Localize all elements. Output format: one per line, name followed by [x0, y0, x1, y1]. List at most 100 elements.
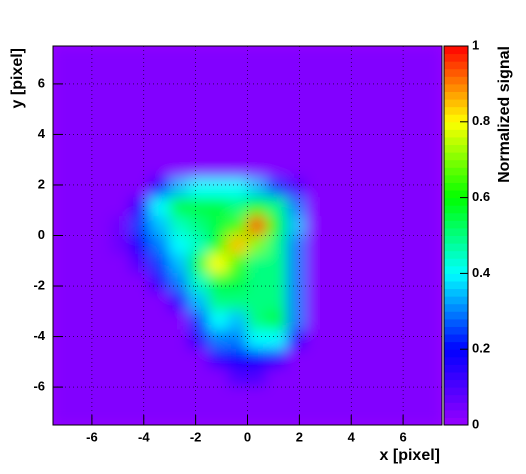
- heatmap-cell: [149, 367, 171, 388]
- heatmap-cell: [324, 235, 346, 255]
- x-tick-label: 2: [296, 429, 303, 444]
- heatmap-cell: [149, 46, 171, 66]
- heatmap-cell: [130, 64, 151, 85]
- x-tick-label: -2: [190, 429, 202, 444]
- heatmap-cell: [402, 235, 424, 255]
- heatmap-cell: [208, 253, 229, 274]
- heatmap-cell: [305, 253, 326, 274]
- heatmap-cell: [324, 386, 346, 407]
- colorbar-segment: [444, 205, 468, 214]
- heatmap-cell: [91, 329, 112, 350]
- heatmap-cell: [130, 46, 151, 66]
- heatmap-cell: [169, 235, 190, 255]
- heatmap-cell: [305, 272, 326, 293]
- heatmap-cell: [402, 348, 424, 369]
- heatmap-cell: [305, 64, 326, 85]
- heatmap-cell: [247, 83, 268, 104]
- heatmap-cell: [227, 310, 248, 331]
- heatmap-cell: [383, 235, 404, 255]
- heatmap-cell: [149, 121, 171, 142]
- heatmap-cell: [110, 140, 132, 161]
- heatmap-cell: [422, 102, 442, 123]
- heatmap-cell: [71, 64, 93, 85]
- heatmap-cell: [344, 367, 365, 388]
- heatmap-cell: [91, 235, 112, 255]
- heatmap-cell: [149, 291, 171, 312]
- heatmap-cell: [402, 367, 424, 388]
- heatmap-cell: [130, 291, 151, 312]
- heatmap-cell: [71, 197, 93, 218]
- heatmap-cell: [402, 159, 424, 180]
- heatmap-cell: [110, 235, 132, 255]
- heatmap-cell: [208, 83, 229, 104]
- heatmap-cell: [344, 386, 365, 407]
- y-tick-label: -6: [33, 379, 45, 394]
- colorbar-segment: [444, 152, 468, 161]
- heatmap-cell: [305, 121, 326, 142]
- heatmap-cell: [363, 102, 385, 123]
- colorbar-segment: [444, 83, 468, 92]
- heatmap-cell: [383, 405, 404, 425]
- heatmap-cell: [402, 178, 424, 199]
- heatmap-cell: [169, 216, 190, 236]
- heatmap-cell: [169, 159, 190, 180]
- colorbar-segment: [444, 303, 468, 312]
- x-tick-label: 4: [348, 429, 356, 444]
- heatmap-cell: [227, 46, 248, 66]
- heatmap-cell: [344, 235, 365, 255]
- heatmap-cell: [169, 178, 190, 199]
- plot-frame: [52, 45, 443, 426]
- heatmap-cell: [130, 102, 151, 123]
- heatmap-cell: [91, 272, 112, 293]
- heatmap-cell: [227, 64, 248, 85]
- heatmap-cell: [285, 329, 307, 350]
- heatmap-cell: [91, 405, 112, 425]
- heatmap-cell: [149, 329, 171, 350]
- heatmap-cell: [383, 386, 404, 407]
- heatmap-cell: [344, 159, 365, 180]
- heatmap-cell: [71, 178, 93, 199]
- heatmap-cell: [363, 140, 385, 161]
- heatmap-cell: [422, 348, 442, 369]
- heatmap-cell: [53, 64, 73, 85]
- heatmap-cell: [71, 348, 93, 369]
- heatmap-cell: [422, 216, 442, 236]
- heatmap-cell: [422, 121, 442, 142]
- colorbar-segment: [444, 53, 468, 62]
- heatmap-cell: [227, 235, 248, 255]
- heatmap-cell: [188, 329, 210, 350]
- heatmap-cell: [149, 310, 171, 331]
- heatmap-cell: [53, 140, 73, 161]
- heatmap-cell: [344, 140, 365, 161]
- heatmap-cell: [208, 178, 229, 199]
- heatmap-cell: [208, 405, 229, 425]
- colorbar-segment: [444, 402, 468, 411]
- heatmap-cell: [188, 367, 210, 388]
- heatmap-cell: [188, 102, 210, 123]
- heatmap-cell: [324, 121, 346, 142]
- heatmap-cell: [130, 159, 151, 180]
- colorbar-segment: [444, 182, 468, 191]
- heatmap-cell: [324, 46, 346, 66]
- y-tick-label: 4: [38, 126, 46, 141]
- colorbar-segment: [444, 280, 468, 290]
- heatmap-cell: [227, 83, 248, 104]
- colorbar-segment: [444, 220, 468, 229]
- heatmap-cell: [422, 140, 442, 161]
- heatmap-cell: [247, 235, 268, 255]
- heatmap-cell: [383, 178, 404, 199]
- heatmap-cell: [402, 291, 424, 312]
- heatmap-cell: [208, 121, 229, 142]
- heatmap-cell: [266, 329, 287, 350]
- heatmap-cell: [422, 272, 442, 293]
- heatmap-cell: [169, 367, 190, 388]
- heatmap-cell: [208, 348, 229, 369]
- heatmap-cell: [169, 386, 190, 407]
- heatmap-cell: [110, 310, 132, 331]
- heatmap-cell: [305, 235, 326, 255]
- heatmap-cell: [247, 329, 268, 350]
- heatmap-cell: [130, 272, 151, 293]
- heatmap-cell: [422, 159, 442, 180]
- heatmap-cell: [208, 140, 229, 161]
